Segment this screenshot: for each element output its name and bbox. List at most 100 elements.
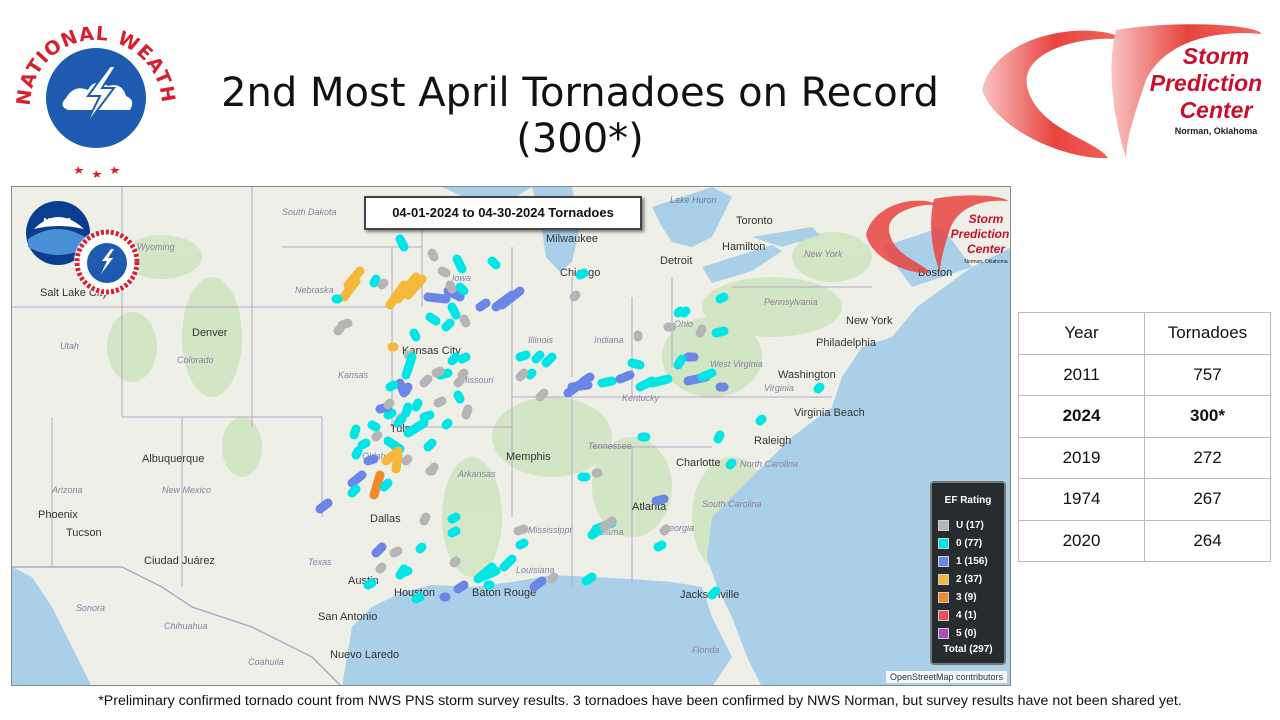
- tornado-track: [673, 354, 687, 370]
- label-tennessee: Tennessee: [588, 441, 632, 451]
- label-missouri: Missouri: [460, 375, 494, 385]
- label-wyoming: Wyoming: [137, 242, 175, 252]
- tornado-track: [403, 418, 429, 438]
- tornado-track: [391, 450, 403, 474]
- svg-text:Norman, Oklahoma: Norman, Oklahoma: [964, 259, 1008, 265]
- page-title: 2nd Most April Tornadoes on Record (300*…: [190, 70, 970, 162]
- cell-year: 2019: [1018, 436, 1145, 479]
- tornado-track: [453, 390, 465, 404]
- tornado-track: [713, 430, 725, 444]
- city-baton-rouge: Baton Rouge: [472, 587, 537, 599]
- tornado-track: [427, 248, 439, 262]
- legend-swatch: [938, 627, 949, 639]
- tornado-track: [419, 410, 435, 422]
- tornado-track: [343, 266, 365, 290]
- tornado-track: [315, 498, 333, 514]
- tornado-track: [447, 526, 461, 538]
- tornado-track: [651, 494, 669, 506]
- label-florida: Florida: [692, 645, 720, 655]
- tornado-track: [659, 524, 671, 536]
- tornado-track: [379, 478, 393, 492]
- legend-label: 0 (77): [956, 537, 983, 549]
- label-ohio: Ohio: [674, 319, 694, 329]
- label-georgia: Georgia: [662, 523, 695, 533]
- tornado-track: [447, 302, 461, 320]
- tornado-track: [349, 424, 361, 440]
- city-phoenix: Phoenix: [38, 509, 78, 521]
- tornado-track: [385, 380, 399, 392]
- table-row-highlight: 2024 300*: [1018, 395, 1271, 438]
- tornado-track: [409, 328, 421, 342]
- svg-text:Norman, Oklahoma: Norman, Oklahoma: [1175, 126, 1259, 136]
- label-indiana: Indiana: [594, 335, 624, 345]
- tornado-track: [401, 454, 413, 466]
- spc-mini-logo: Storm Prediction Center Norman, Oklahoma: [866, 195, 1009, 274]
- footnote: *Preliminary confirmed tornado count fro…: [98, 693, 1182, 709]
- table-row: 2011 757: [1018, 353, 1271, 396]
- label-kansas: Kansas: [338, 370, 369, 380]
- cell-count: 272: [1144, 436, 1271, 479]
- tornado-map[interactable]: South Dakota Wyoming Nebraska Iowa Utah …: [11, 186, 1011, 686]
- city-new-york: New York: [846, 315, 893, 327]
- city-memphis: Memphis: [506, 451, 551, 463]
- city-nuevo-laredo: Nuevo Laredo: [330, 649, 400, 661]
- table-row: 2019 272: [1018, 436, 1271, 479]
- cell-year: 1974: [1018, 478, 1145, 521]
- label-kentucky: Kentucky: [622, 393, 660, 403]
- tornado-track: [371, 542, 387, 558]
- city-hamilton: Hamilton: [722, 241, 766, 253]
- header-tornadoes: Tornadoes: [1144, 312, 1271, 355]
- legend-item: 3 (9): [938, 588, 998, 606]
- label-sonora: Sonora: [76, 603, 106, 613]
- tornado-track: [423, 292, 451, 304]
- tornado-track: [575, 268, 589, 280]
- label-west-virginia: West Virginia: [710, 359, 763, 369]
- label-texas: Texas: [308, 557, 332, 567]
- city-virginia-beach: Virginia Beach: [794, 407, 865, 419]
- tornado-track: [695, 324, 707, 338]
- tornado-track: [499, 554, 517, 572]
- tornado-track: [445, 280, 457, 294]
- legend-swatch: [938, 573, 949, 585]
- legend-swatch: [938, 537, 949, 549]
- tornado-track: [515, 538, 529, 550]
- title-line-1: 2nd Most April Tornadoes on Record: [221, 70, 939, 116]
- tornado-track: [447, 352, 461, 366]
- tornado-track: [419, 512, 431, 526]
- label-chihuahua: Chihuahua: [164, 621, 208, 631]
- tornado-track: [377, 278, 389, 290]
- table-row: 1974 267: [1018, 478, 1271, 521]
- tornado-track: [375, 562, 387, 574]
- legend-item: 5 (0): [938, 624, 998, 642]
- label-new-york: New York: [804, 249, 843, 259]
- table-row: 2020 264: [1018, 519, 1271, 562]
- label-nebraska: Nebraska: [295, 285, 334, 295]
- tornado-track: [453, 376, 465, 388]
- map-attribution[interactable]: OpenStreetMap contributors: [885, 671, 1007, 683]
- table-header-row: Year Tornadoes: [1018, 312, 1271, 355]
- tornado-track: [457, 352, 471, 364]
- tornado-tracks: [315, 234, 825, 604]
- legend-swatch: [938, 519, 949, 531]
- tornado-track: [389, 546, 403, 558]
- map-base: [12, 187, 1010, 685]
- svg-text:Storm: Storm: [969, 212, 1004, 226]
- cell-count: 757: [1144, 353, 1271, 396]
- tornado-track: [401, 402, 413, 418]
- legend-label: U (17): [956, 519, 984, 531]
- tornado-track: [477, 566, 501, 582]
- tornado-track: [581, 572, 597, 586]
- cell-count: 267: [1144, 478, 1271, 521]
- tornado-track: [369, 470, 385, 500]
- tornado-track: [457, 368, 469, 380]
- label-south-dakota: South Dakota: [282, 207, 337, 217]
- svg-text:Storm: Storm: [1183, 43, 1249, 69]
- nws-mini-logo: [74, 229, 140, 295]
- tornado-track: [351, 446, 363, 460]
- tornado-track: [715, 292, 729, 304]
- label-arizona: Arizona: [52, 485, 83, 495]
- label-lake-huron: Lake Huron: [670, 195, 717, 205]
- tornado-track: [347, 470, 367, 488]
- tornado-track: [567, 380, 593, 392]
- cell-year: 2011: [1018, 353, 1145, 396]
